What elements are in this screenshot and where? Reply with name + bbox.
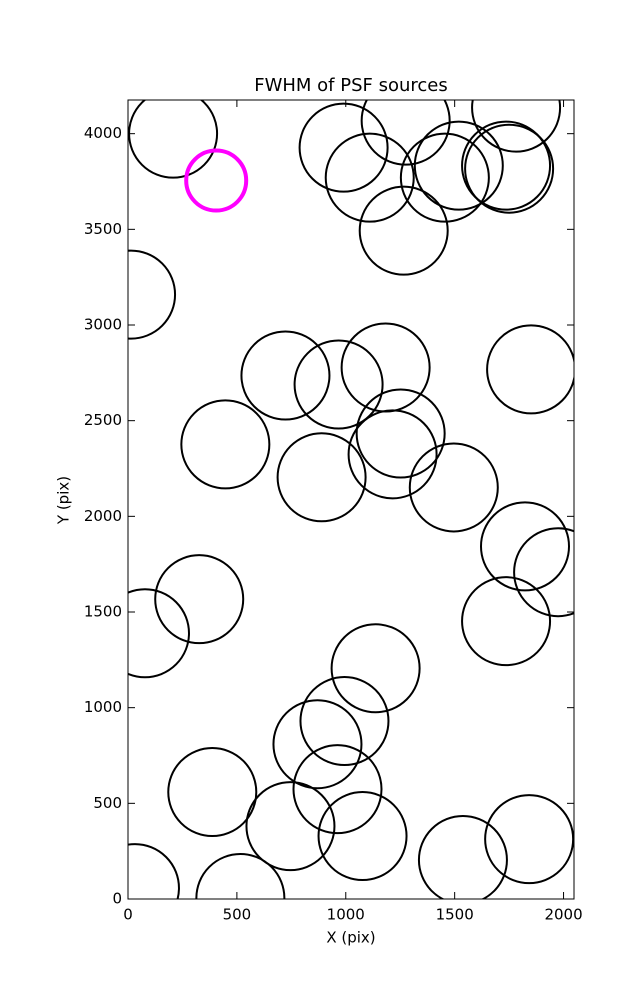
x-tick-label: 2000 xyxy=(544,906,582,924)
source-marker xyxy=(464,123,555,214)
y-tick-label: 0 xyxy=(112,890,122,908)
x-tick-label: 1000 xyxy=(327,906,365,924)
source-marker xyxy=(355,388,446,479)
source-marker xyxy=(358,185,449,276)
source-marker xyxy=(292,744,383,835)
source-marker xyxy=(195,853,286,899)
y-tick-label: 1500 xyxy=(84,603,122,621)
y-tick-label: 2500 xyxy=(84,411,122,429)
source-marker xyxy=(299,676,390,767)
source-marker xyxy=(347,409,438,500)
source-marker xyxy=(399,132,490,223)
source-marker xyxy=(417,814,508,899)
source-marker xyxy=(180,399,271,490)
x-tick-label: 500 xyxy=(223,906,252,924)
y-tick-label: 2000 xyxy=(84,507,122,525)
source-marker xyxy=(276,432,367,523)
y-tick-label: 500 xyxy=(93,794,122,812)
source-marker xyxy=(330,623,421,714)
y-tick-label: 3500 xyxy=(84,220,122,238)
source-marker xyxy=(480,501,571,592)
source-marker xyxy=(408,442,499,533)
source-marker xyxy=(293,339,384,430)
source-marker xyxy=(128,249,177,340)
source-marker xyxy=(513,527,574,618)
source-marker xyxy=(245,781,336,872)
source-marker xyxy=(128,843,180,899)
source-marker xyxy=(240,330,331,421)
source-marker xyxy=(486,324,574,415)
source-marker xyxy=(298,102,389,193)
source-marker xyxy=(324,132,415,223)
source-marker xyxy=(360,100,451,166)
source-marker xyxy=(461,576,552,667)
y-tick-label: 1000 xyxy=(84,698,122,716)
plot-area xyxy=(128,100,574,899)
source-marker xyxy=(317,791,408,882)
y-tick-label: 4000 xyxy=(84,124,122,142)
source-marker xyxy=(413,120,504,211)
x-axis-label: X (pix) xyxy=(326,929,375,947)
source-marker xyxy=(154,554,245,645)
source-marker xyxy=(461,120,552,211)
source-marker xyxy=(184,148,249,213)
x-tick-label: 1500 xyxy=(436,906,474,924)
source-marker xyxy=(484,794,574,885)
source-marker xyxy=(272,699,363,790)
source-marker xyxy=(471,100,562,153)
axes-frame xyxy=(127,99,575,900)
source-marker xyxy=(128,588,190,679)
source-marker xyxy=(167,747,258,838)
y-axis-label: Y (pix) xyxy=(55,476,73,525)
y-tick-label: 3000 xyxy=(84,316,122,334)
x-tick-label: 0 xyxy=(123,906,133,924)
chart-title: FWHM of PSF sources xyxy=(254,75,448,96)
